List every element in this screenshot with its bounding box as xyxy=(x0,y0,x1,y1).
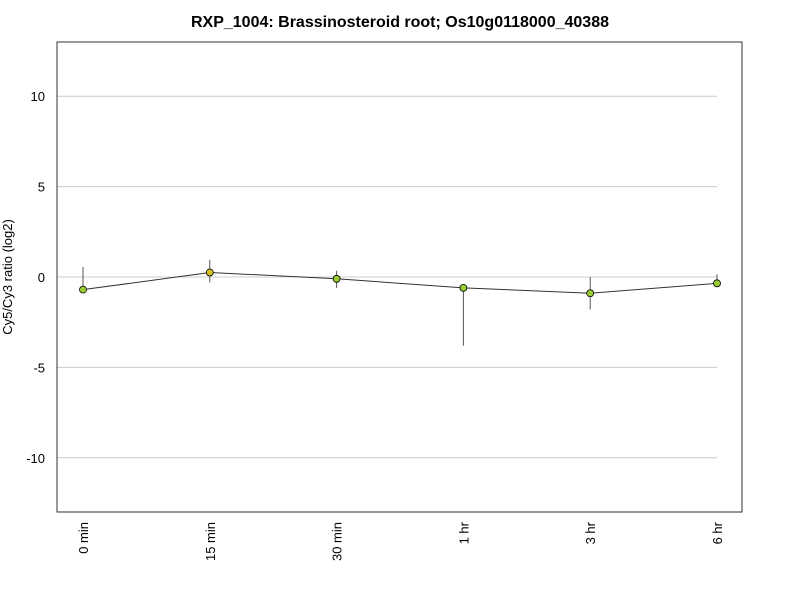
chart-title: RXP_1004: Brassinosteroid root; Os10g011… xyxy=(191,14,609,31)
data-point xyxy=(332,274,341,283)
y-axis: 10 5 0 -5 -10 xyxy=(26,89,45,466)
x-tick-label: 6 hr xyxy=(710,521,725,544)
y-tick-label: 0 xyxy=(38,270,45,285)
data-point xyxy=(205,268,214,277)
x-tick-label: 30 min xyxy=(330,522,345,561)
data-point xyxy=(79,285,87,294)
x-tick-label: 1 hr xyxy=(456,521,471,544)
series-line xyxy=(82,271,718,294)
y-axis-label: Cy5/Cy3 ratio (log2) xyxy=(0,219,15,335)
grid-layer xyxy=(57,95,717,459)
data-points xyxy=(79,268,721,298)
plot-frame xyxy=(56,41,743,513)
x-tick-label: 3 hr xyxy=(583,521,598,544)
y-tick-label: -10 xyxy=(26,451,45,466)
y-tick-label: 5 xyxy=(38,180,45,195)
x-tick-label: 15 min xyxy=(203,522,218,561)
data-point xyxy=(713,279,721,288)
x-tick-label: 0 min xyxy=(76,522,91,554)
y-tick-label: 10 xyxy=(31,89,45,104)
error-bars xyxy=(82,259,718,346)
data-point xyxy=(459,283,468,292)
series-line-layer xyxy=(82,271,718,294)
x-axis: 0 min 15 min 30 min 1 hr 3 hr 6 hr xyxy=(76,521,725,561)
y-tick-label: -5 xyxy=(33,360,45,375)
data-point xyxy=(586,289,595,298)
